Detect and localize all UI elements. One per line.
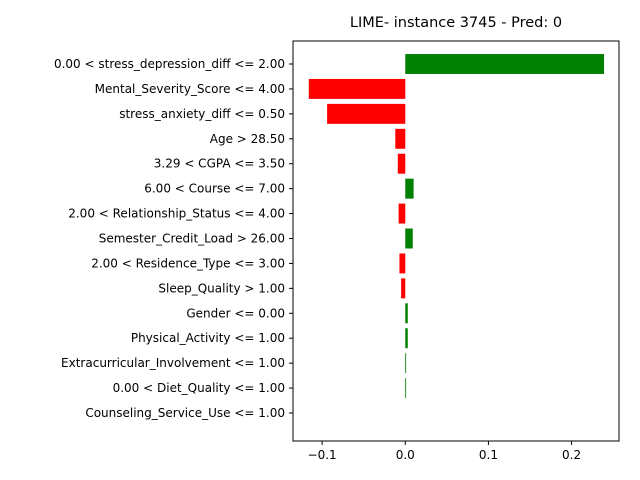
y-tick-label-13: 0.00 < Diet_Quality <= 1.00 (113, 381, 285, 395)
x-tick-label-3: 0.2 (562, 448, 581, 462)
bars-group (308, 54, 605, 399)
plot-frame (292, 40, 620, 442)
chart-title: LIME- instance 3745 - Pred: 0 (350, 15, 562, 31)
y-tick-label-12: Extracurricular_Involvement <= 1.00 (61, 356, 285, 370)
bar-7 (405, 228, 413, 249)
bar-5 (405, 178, 414, 199)
bar-3 (395, 128, 406, 149)
bar-10 (405, 303, 408, 324)
y-tick-label-8: 2.00 < Residence_Type <= 3.00 (91, 256, 285, 270)
y-tick-label-9: Sleep_Quality > 1.00 (158, 281, 285, 295)
bar-9 (401, 278, 406, 299)
y-tick-labels: 0.00 < stress_depression_diff <= 2.00 Men… (54, 57, 293, 420)
y-tick-label-0: 0.00 < stress_depression_diff <= 2.00 (54, 57, 285, 71)
bar-11 (405, 328, 408, 349)
bar-0 (405, 54, 605, 74)
y-tick-label-5: 6.00 < Course <= 7.00 (144, 182, 285, 196)
y-tick-label-4: 3.29 < CGPA <= 3.50 (154, 157, 285, 171)
x-tick-label-1: 0.0 (396, 448, 415, 462)
bar-8 (399, 253, 406, 274)
bar-6 (398, 203, 406, 224)
y-tick-label-2: stress_anxiety_diff <= 0.50 (119, 107, 285, 121)
bar-12 (405, 353, 407, 374)
y-tick-label-11: Physical_Activity <= 1.00 (131, 331, 285, 345)
bar-13 (405, 378, 407, 399)
bar-2 (327, 103, 406, 124)
x-tick-label-2: 0.1 (479, 448, 498, 462)
x-ticks: −0.1 0.0 0.1 0.2 (308, 441, 581, 462)
bar-1 (308, 78, 406, 99)
y-tick-label-3: Age > 28.50 (210, 132, 285, 146)
y-tick-label-10: Gender <= 0.00 (186, 306, 285, 320)
x-tick-label-0: −0.1 (308, 448, 337, 462)
y-tick-label-7: Semester_Credit_Load > 26.00 (99, 232, 285, 246)
y-tick-label-1: Mental_Severity_Score <= 4.00 (95, 82, 285, 96)
y-tick-label-14: Counseling_Service_Use <= 1.00 (85, 406, 285, 420)
bar-4 (397, 153, 406, 174)
y-tick-label-6: 2.00 < Relationship_Status <= 4.00 (68, 207, 285, 221)
